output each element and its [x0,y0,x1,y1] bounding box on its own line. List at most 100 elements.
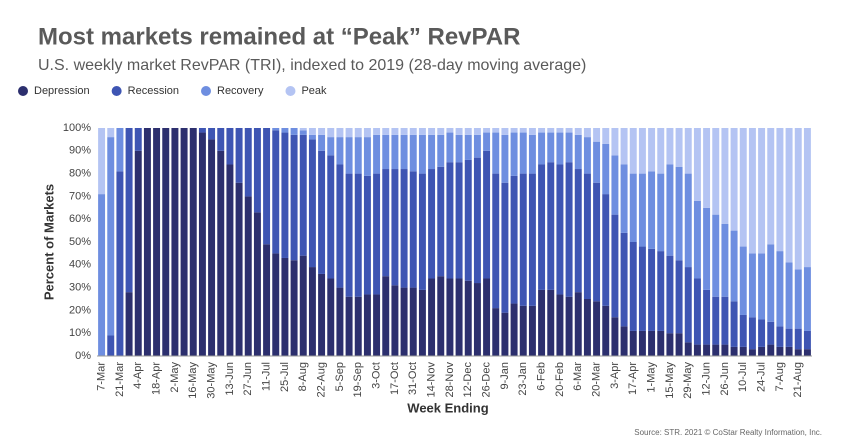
bar-segment [620,128,628,165]
bar-segment [373,294,381,356]
x-tick-label: 14-Nov [425,362,437,398]
bar-segment [565,296,573,356]
bar-segment [235,182,243,356]
bar-segment [611,155,619,215]
x-tick-label: 10-Jul [737,362,749,392]
bar-segment [638,330,646,356]
legend-swatch [111,86,122,96]
bar-segment [253,212,261,356]
bar-segment [574,134,582,170]
bar-segment [721,128,729,224]
bar-segment [483,278,491,356]
bar-segment [400,169,408,288]
bar-segment [327,137,335,156]
bar-segment [162,128,170,356]
legend-label: Recession [128,85,179,97]
bar-segment [510,128,518,133]
bar-segment [620,164,628,233]
x-tick-label: 16-May [187,362,199,399]
bar-segment [776,128,784,252]
bar-segment [354,296,362,356]
bar-segment [437,128,445,135]
bar-segment [666,255,674,334]
bar-segment [400,134,408,170]
bar-segment [354,128,362,138]
bar-segment [785,128,793,263]
bar-segment [758,253,766,320]
bar-segment [593,141,601,183]
bar-segment [657,251,665,331]
bar-segment [98,194,106,356]
bar-segment [510,303,518,356]
bar-segment [409,171,417,288]
bar-segment [107,128,115,138]
bar-segment [684,342,692,356]
bar-segment [730,301,738,347]
x-tick-label: 19-Sep [352,362,364,397]
bar-segment [565,128,573,133]
bar-segment [703,344,711,356]
bar-segment [327,155,335,279]
bar-segment [602,128,610,144]
bar-segment [574,292,582,356]
bar-segment [363,175,371,295]
bar-segment [336,128,344,138]
bar-segment [510,175,518,304]
x-tick-label: 2-May [169,362,181,393]
bar-segment [318,134,326,151]
bar-segment [648,128,656,172]
bar-segment [455,128,463,135]
bar-segment [409,128,417,135]
bar-segment [391,169,399,286]
x-tick-label: 24-Jul [755,362,767,392]
bar-segment [629,173,637,242]
x-tick-label: 26-Dec [480,362,492,398]
bar-segment [363,137,371,176]
bar-segment [281,257,289,356]
bar-segment [281,128,289,133]
bar-segment [345,173,353,297]
bar-segment [583,128,591,138]
bar-segment [794,269,802,329]
bar-segment [794,128,802,270]
bar-segment [510,132,518,176]
bar-segment [712,214,720,297]
bar-segment [739,246,747,315]
chart-subtitle: U.S. weekly market RevPAR (TRI), indexed… [38,57,586,74]
bar-segment [748,349,756,356]
bar-segment [492,128,500,133]
bar-segment [675,166,683,261]
bar-segment [418,289,426,356]
bar-segment [492,132,500,174]
legend-label: Recovery [217,85,264,97]
bar-segment [171,128,179,356]
bar-segment [483,128,491,133]
bar-segment [464,128,472,135]
bar-segment [217,150,225,356]
bar-segment [519,128,527,133]
bar-segment [473,157,481,284]
bar-segment [391,134,399,170]
bar-segment [675,333,683,356]
bar-segment [418,128,426,135]
bar-segment [492,308,500,356]
bar-segment [666,128,674,165]
bar-segment [547,162,555,290]
bar-segment [464,134,472,160]
bar-segment [226,128,234,165]
bar-segment [446,132,454,163]
x-axis-title: Week Ending [407,400,488,415]
x-tick-label: 3-Apr [609,362,621,389]
bar-segment [391,285,399,356]
bar-segment [391,128,399,135]
bar-segment [556,294,564,356]
y-tick-label: 0% [75,350,91,362]
bar-segment [583,299,591,356]
bar-segment [556,164,564,295]
bar-segment [547,132,555,163]
bar-segment [803,330,811,350]
bar-segment [327,128,335,138]
bar-segment [473,128,481,135]
bar-segment [428,169,436,279]
bar-segment [446,128,454,133]
